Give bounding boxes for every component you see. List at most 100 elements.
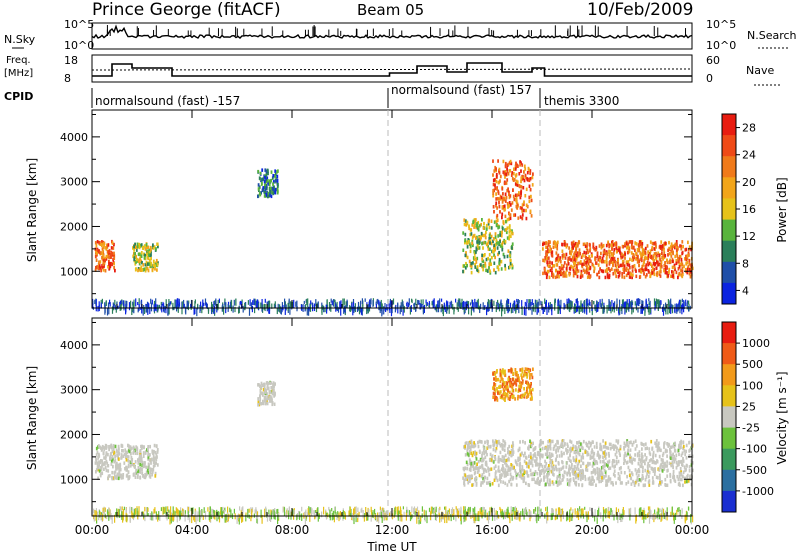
data-cell [641, 447, 643, 451]
data-cell [629, 240, 632, 244]
data-cell [522, 176, 525, 181]
data-cell [158, 511, 160, 520]
data-cell [526, 390, 529, 395]
data-cell [586, 265, 588, 269]
data-cell [642, 252, 645, 256]
data-cell [559, 305, 561, 315]
data-cell [480, 511, 482, 518]
data-cell [629, 257, 631, 262]
data-cell [157, 513, 159, 522]
data-cell [632, 257, 635, 261]
data-cell [271, 188, 274, 193]
data-cell [262, 401, 264, 406]
data-cell [114, 455, 116, 459]
data-cell [600, 303, 603, 309]
data-cell [378, 512, 380, 518]
data-cell [622, 267, 625, 271]
data-cell [256, 515, 258, 524]
data-cell [504, 207, 506, 212]
data-cell [455, 506, 457, 510]
data-cell [137, 510, 139, 520]
data-cell [127, 455, 130, 459]
data-cell [589, 259, 592, 264]
data-cell [187, 507, 189, 512]
data-cell [576, 306, 578, 313]
data-cell [453, 306, 455, 312]
data-cell [264, 186, 266, 190]
data-cell [511, 514, 513, 521]
data-cell [590, 471, 593, 475]
data-cell [507, 456, 510, 461]
data-cell [112, 444, 115, 448]
data-cell [603, 509, 605, 516]
data-cell [521, 300, 523, 310]
data-cell [346, 301, 348, 307]
data-cell [676, 474, 679, 479]
data-cell [264, 401, 267, 406]
data-cell [254, 298, 256, 306]
data-cell [582, 242, 585, 247]
data-cell [265, 174, 267, 179]
data-cell [334, 506, 336, 511]
data-cell [251, 508, 253, 513]
data-cell [513, 465, 515, 470]
data-cell [493, 377, 495, 381]
data-cell [492, 194, 495, 198]
data-cell [680, 477, 683, 482]
data-cell [648, 302, 650, 306]
data-cell [140, 300, 142, 305]
data-cell [274, 304, 277, 309]
data-cell [98, 460, 100, 464]
data-cell [455, 509, 458, 513]
data-cell [547, 482, 550, 487]
data-cell [511, 177, 514, 181]
data-cell [130, 452, 132, 456]
data-cell [492, 460, 495, 464]
data-cell [546, 263, 549, 267]
data-cell [266, 302, 268, 306]
data-cell [512, 302, 514, 308]
data-cell [488, 266, 490, 270]
data-cell [141, 307, 143, 314]
data-cell [476, 244, 479, 248]
data-cell [116, 466, 119, 470]
data-cell [315, 299, 317, 307]
data-cell [539, 439, 542, 443]
data-cell [507, 506, 509, 516]
data-cell [487, 469, 490, 473]
data-cell [484, 468, 487, 472]
data-cell [528, 369, 530, 374]
data-cell [120, 300, 122, 310]
data-cell [101, 298, 103, 304]
data-cell [477, 228, 480, 232]
data-cell [104, 304, 106, 313]
data-cell [284, 301, 286, 309]
data-cell [501, 248, 504, 252]
data-cell [408, 298, 410, 306]
data-cell [534, 463, 537, 467]
data-cell [98, 514, 100, 521]
data-cell [519, 160, 521, 164]
data-cell [490, 262, 492, 266]
data-cell [206, 303, 208, 309]
data-cell [686, 512, 688, 516]
data-cell [115, 466, 117, 471]
data-cell [512, 372, 515, 376]
data-cell [494, 235, 497, 239]
data-cell [489, 507, 491, 516]
data-cell [587, 452, 590, 457]
data-cell [453, 513, 455, 517]
data-cell [503, 382, 505, 387]
data-cell [519, 163, 521, 167]
data-cell [155, 247, 157, 251]
data-cell [106, 245, 109, 249]
data-cell [375, 301, 377, 305]
data-cell [608, 249, 610, 253]
data-cell [99, 473, 102, 478]
data-cell [605, 463, 608, 467]
data-cell [495, 219, 498, 224]
data-cell [500, 443, 503, 447]
data-cell [268, 182, 271, 187]
data-cell [575, 246, 578, 250]
data-cell [606, 305, 608, 314]
